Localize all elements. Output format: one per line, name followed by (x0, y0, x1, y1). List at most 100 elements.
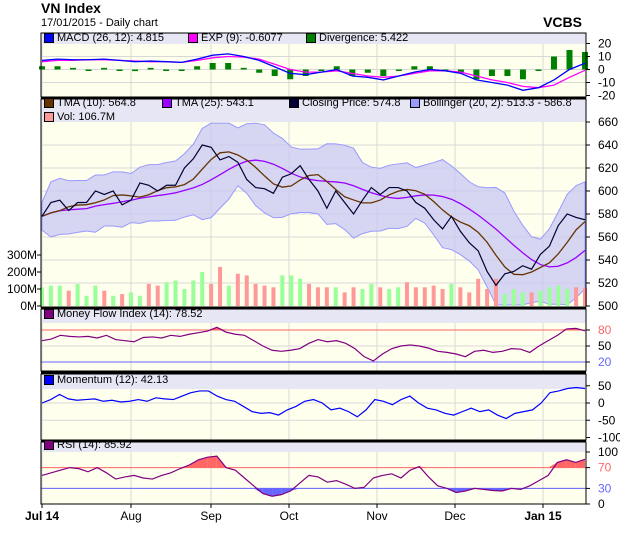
divergence-bar (271, 69, 278, 76)
volume-bar (369, 283, 374, 306)
brand-label: VCBS (543, 14, 582, 30)
legend-vol-0: Vol: 106.7M (44, 111, 115, 123)
legend-swatch-icon (44, 440, 54, 450)
chart-title: VN Index (41, 0, 101, 16)
volume-bar (111, 295, 116, 306)
legend-rsi-0: RSI (14): 85.92 (44, 439, 132, 451)
mfi-legend-band (41, 309, 586, 323)
rsi-legend-band (41, 442, 586, 452)
rsi-tick-label: 0 (598, 497, 605, 511)
volume-bar (262, 285, 267, 306)
legend-swatch-icon (162, 98, 172, 108)
legend-swatch-icon (44, 309, 54, 319)
divergence-bar (287, 69, 294, 80)
volume-tick-label: 200M (7, 265, 37, 279)
volume-bar (84, 295, 89, 306)
x-tick-label: Sep (200, 509, 222, 523)
macd-tick-label: -20 (598, 89, 616, 103)
price-tick-label: 580 (598, 207, 618, 221)
chart-subtitle: 17/01/2015 - Daily chart (41, 17, 158, 29)
divergence-bar (147, 67, 154, 70)
volume-bar (102, 290, 107, 306)
volume-bar (538, 290, 543, 306)
volume-bar (547, 287, 552, 306)
mfi-overbought-fill (216, 327, 227, 330)
price-tick-label: 640 (598, 138, 618, 152)
volume-bar (467, 292, 472, 306)
volume-bar (235, 273, 240, 306)
volume-bar (396, 287, 401, 306)
price-tick-label: 560 (598, 230, 618, 244)
divergence-bar (364, 69, 371, 73)
volume-bar (387, 289, 392, 306)
volume-tick-label: 300M (7, 248, 37, 262)
legend-price-0: TMA (10): 564.8 (44, 97, 136, 109)
volume-bar (307, 283, 312, 306)
volume-bar (413, 287, 418, 306)
divergence-bar (256, 69, 263, 73)
x-tick-label: Nov (366, 509, 387, 523)
volume-bar (75, 283, 80, 306)
legend-label: Money Flow Index (14): 78.52 (57, 308, 203, 320)
divergence-bar (426, 66, 433, 70)
divergence-bar (395, 69, 402, 71)
rsi-overbought-fill (198, 457, 208, 468)
volume-bar (458, 287, 463, 306)
volume-bar (378, 287, 383, 306)
price-legend-band (41, 99, 586, 122)
legend-swatch-icon (44, 98, 54, 108)
divergence-bar (535, 69, 542, 71)
price-tick-label: 620 (598, 161, 618, 175)
rsi-oversold-fill (456, 488, 466, 493)
divergence-bar (318, 69, 325, 71)
legend-swatch-icon (410, 98, 420, 108)
volume-bar (360, 289, 365, 306)
closing-price-line (41, 144, 586, 287)
divergence-bar (473, 69, 480, 80)
x-tick-label: Jan 15 (524, 509, 562, 523)
rsi-overbought-fill (575, 459, 585, 468)
volume-tick-label: 100M (7, 282, 37, 296)
panel-separator (41, 307, 586, 309)
volume-bar (511, 289, 516, 306)
volume-bar (48, 285, 53, 306)
volume-bar (574, 287, 579, 306)
volume-bar (271, 287, 276, 306)
x-tick-label: Aug (120, 509, 141, 523)
divergence-bar (457, 69, 464, 73)
volume-bar (173, 280, 178, 306)
volume-bar (218, 266, 223, 306)
volume-bar (565, 289, 570, 306)
divergence-bar (582, 51, 588, 70)
legend-swatch-icon (306, 33, 316, 43)
legend-label: Closing Price: 574.8 (302, 97, 401, 109)
mom-tick-label: -50 (598, 413, 616, 427)
volume-bar (155, 285, 160, 306)
volume-bar (129, 292, 134, 306)
divergence-bar (488, 69, 495, 76)
rsi-oversold-fill (272, 488, 282, 497)
legend-mfi-0: Money Flow Index (14): 78.52 (44, 308, 203, 320)
volume-bar (182, 289, 187, 306)
volume-bar (440, 289, 445, 306)
volume-bar (298, 278, 303, 306)
legend-label: Vol: 106.7M (57, 111, 116, 123)
divergence-bar (39, 66, 45, 70)
volume-bar (529, 292, 534, 306)
legend-price-3: Bollinger (20, 2): 513.3 - 586.8 (410, 97, 572, 109)
macd-line (41, 53, 586, 91)
rsi-line (41, 455, 586, 497)
x-tick-label: Oct (280, 509, 299, 523)
divergence-bar (380, 69, 387, 76)
divergence-bar (550, 56, 557, 70)
volume-bar (404, 282, 409, 306)
rsi-tick-label: 30 (598, 481, 612, 495)
volume-bar (289, 275, 294, 306)
macd-tick-label: -10 (598, 76, 616, 90)
macd-tick-label: 20 (598, 37, 612, 51)
volume-bar (449, 283, 454, 306)
rsi-plot-area (41, 442, 586, 504)
panel-separator (41, 371, 586, 374)
rsi-tick-label: 70 (598, 461, 612, 475)
legend-price-2: Closing Price: 574.8 (289, 97, 400, 109)
